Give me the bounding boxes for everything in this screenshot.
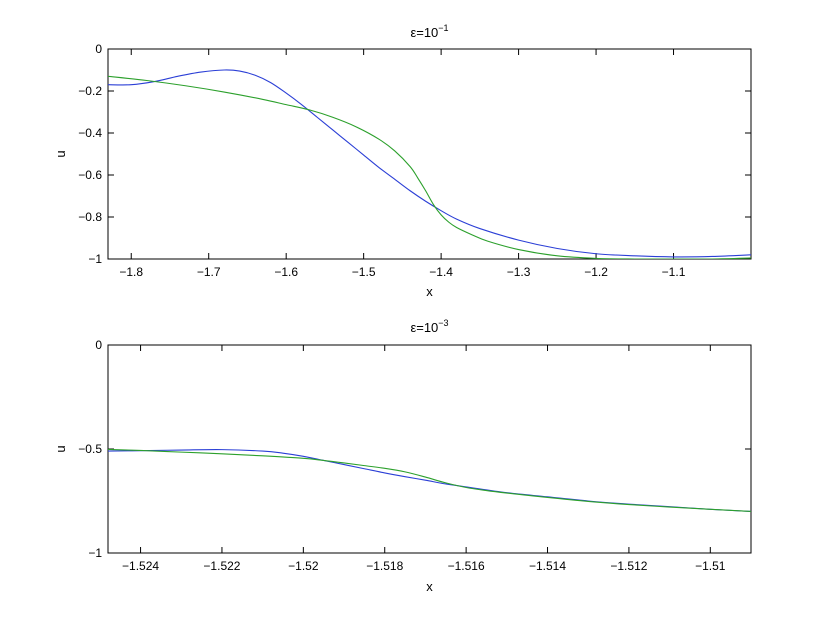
chart-title: ε=10−3: [410, 318, 448, 335]
chart-panel-bottom: ε=10−3 −1.524 −1.522 −1.52 −1.518 −1.516 −1.5…: [53, 318, 752, 594]
plot-frame: [107, 344, 752, 554]
x-axis-ticks: −1.524 −1.522 −1.52 −1.518 −1.516 −1.514 −1.51…: [122, 345, 726, 573]
y-tick-label: 0: [95, 42, 102, 56]
y-tick-label: −0.4: [78, 126, 102, 140]
y-tick-label: −1: [88, 546, 102, 560]
y-axis-ticks: 0 −0.5 −1: [78, 338, 751, 560]
x-tick-label: −1.8: [119, 265, 143, 279]
x-tick-label: −1.516: [448, 559, 485, 573]
x-tick-label: −1.51: [695, 559, 726, 573]
x-tick-label: −1.7: [197, 265, 221, 279]
x-tick-label: −1.52: [288, 559, 319, 573]
y-tick-label: −0.8: [78, 210, 102, 224]
series-line-green: [108, 448, 751, 512]
x-tick-label: −1.524: [122, 559, 159, 573]
x-tick-label: −1.522: [203, 559, 240, 573]
y-tick-label: −0.2: [78, 84, 102, 98]
series-group: [108, 69, 751, 259]
y-tick-label: −0.6: [78, 168, 102, 182]
x-tick-label: −1.512: [610, 559, 647, 573]
y-axis-label: u: [53, 150, 68, 157]
plot-frame: [107, 48, 752, 260]
series-line-green: [108, 75, 751, 259]
x-tick-label: −1.5: [352, 265, 376, 279]
chart-title: ε=10−1: [410, 23, 448, 40]
x-tick-label: −1.6: [274, 265, 298, 279]
x-axis-label: x: [426, 579, 433, 594]
x-tick-label: −1.1: [662, 265, 686, 279]
series-group: [108, 448, 751, 512]
chart-panel-top: ε=10−1 −1.8 −1.7 −1.6 −1.5 −1.4 −1.3 −1.2 −1.1 …: [53, 23, 752, 299]
y-tick-label: −0.5: [78, 442, 102, 456]
y-tick-label: −1: [88, 252, 102, 266]
series-line-blue: [108, 69, 751, 258]
y-axis-label: u: [53, 445, 68, 452]
y-tick-label: 0: [95, 338, 102, 352]
x-tick-label: −1.2: [584, 265, 608, 279]
x-tick-label: −1.518: [366, 559, 403, 573]
x-tick-label: −1.514: [529, 559, 566, 573]
x-tick-label: −1.3: [507, 265, 531, 279]
x-axis-label: x: [426, 284, 433, 299]
y-axis-ticks: 0 −0.2 −0.4 −0.6 −0.8 −1: [78, 42, 751, 266]
x-tick-label: −1.4: [429, 265, 453, 279]
